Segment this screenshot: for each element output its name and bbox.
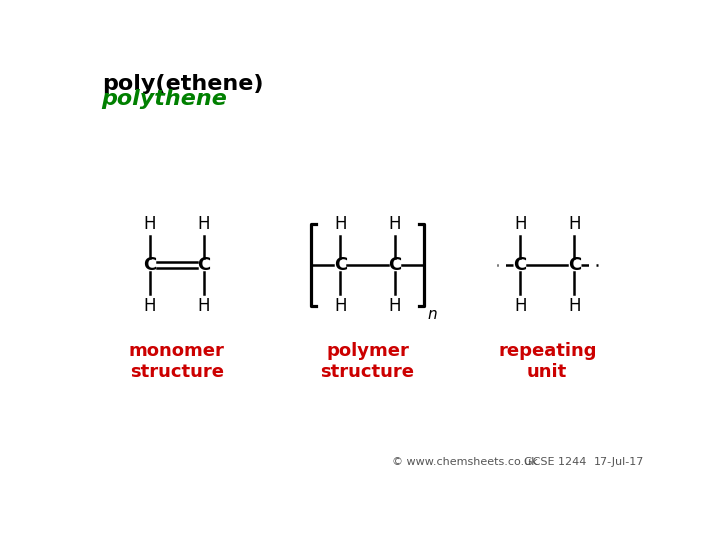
Text: GCSE 1244: GCSE 1244 [524, 457, 586, 467]
Text: n: n [427, 307, 437, 322]
Text: poly(ethene): poly(ethene) [102, 74, 263, 94]
Text: H: H [334, 215, 346, 233]
Text: H: H [334, 296, 346, 315]
Text: C: C [333, 256, 347, 274]
Text: H: H [568, 215, 580, 233]
Text: monomer
structure: monomer structure [129, 342, 225, 381]
Text: polymer
structure: polymer structure [320, 342, 415, 381]
Text: C: C [143, 256, 156, 274]
Text: C: C [197, 256, 210, 274]
Text: H: H [198, 296, 210, 315]
Text: H: H [198, 215, 210, 233]
Text: repeating
unit: repeating unit [498, 342, 596, 381]
Text: H: H [143, 296, 156, 315]
Text: C: C [568, 256, 581, 274]
Text: H: H [514, 296, 526, 315]
Text: H: H [514, 215, 526, 233]
Text: C: C [513, 256, 527, 274]
Text: H: H [388, 215, 401, 233]
Text: C: C [388, 256, 401, 274]
Text: H: H [568, 296, 580, 315]
Text: 17-Jul-17: 17-Jul-17 [594, 457, 644, 467]
Text: polythene: polythene [102, 90, 228, 110]
Text: H: H [143, 215, 156, 233]
Text: © www.chemsheets.co.uk: © www.chemsheets.co.uk [392, 457, 538, 467]
Text: H: H [388, 296, 401, 315]
